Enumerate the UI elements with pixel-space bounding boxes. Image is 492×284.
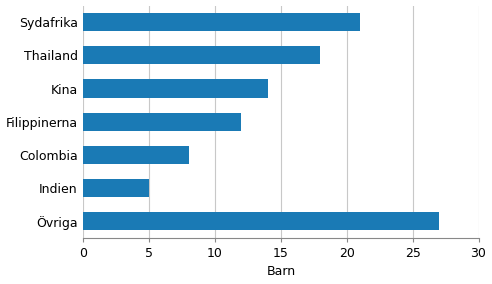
Bar: [83, 146, 188, 164]
Bar: [83, 13, 360, 31]
Bar: [83, 212, 439, 230]
Bar: [83, 179, 149, 197]
Bar: [83, 80, 268, 98]
Bar: [83, 112, 242, 131]
Bar: [83, 46, 320, 64]
X-axis label: Barn: Barn: [266, 266, 295, 278]
